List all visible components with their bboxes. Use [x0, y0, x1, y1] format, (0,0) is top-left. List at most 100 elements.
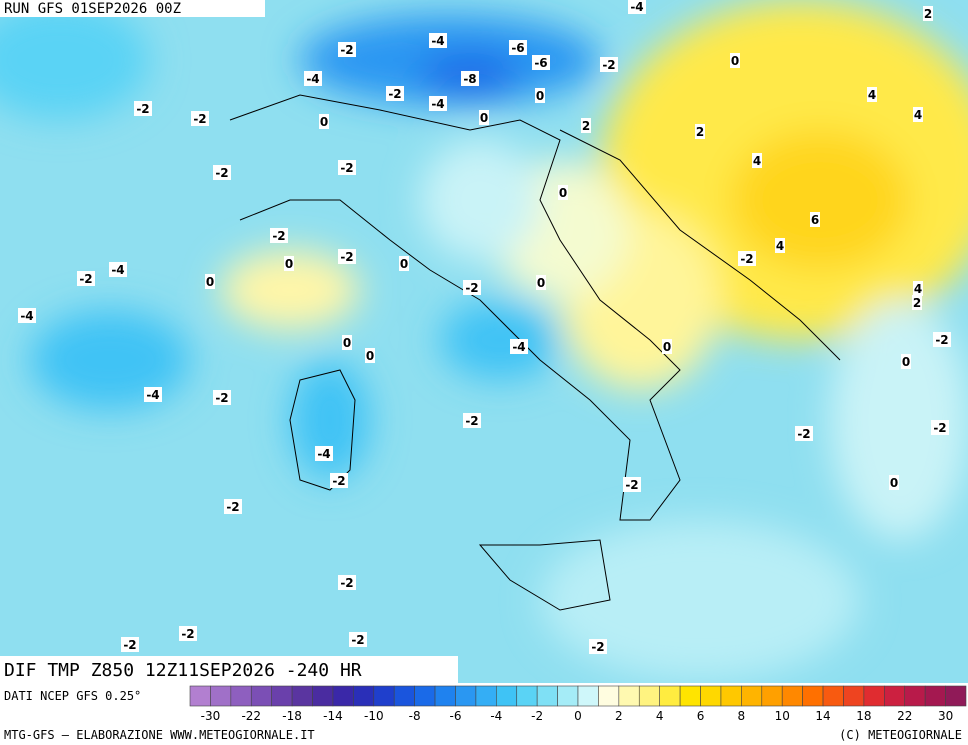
contour-label: 4	[868, 88, 876, 102]
contour-label: -6	[511, 41, 524, 55]
contour-label-bg	[338, 249, 356, 264]
colorbar-swatch	[781, 685, 803, 707]
contour-label: 0	[663, 340, 671, 354]
contour-label-bg	[867, 87, 877, 102]
colorbar-swatch	[945, 685, 967, 707]
contour-label-bg	[399, 256, 409, 271]
contour-label: -2	[340, 43, 353, 57]
contour-label: -2	[465, 414, 478, 428]
adriatic-coast	[559, 129, 841, 361]
contour-label-bg	[738, 251, 756, 266]
colorbar-swatch	[741, 685, 763, 707]
contour-label-bg	[628, 0, 646, 14]
colorbar-swatch	[332, 685, 354, 707]
contour-label: 0	[536, 89, 544, 103]
contour-label-bg	[589, 639, 607, 654]
contour-label: -2	[226, 500, 239, 514]
contour-label: -4	[431, 34, 444, 48]
contour-label-bg	[912, 295, 922, 310]
contour-label: -2	[215, 391, 228, 405]
contour-label: 0	[320, 115, 328, 129]
contour-label-bg	[730, 53, 740, 68]
contour-label-bg	[581, 118, 591, 133]
contour-label: -4	[630, 0, 643, 14]
colorbar-swatch	[659, 685, 681, 707]
contour-label: -2	[136, 102, 149, 116]
contour-label-bg	[600, 57, 618, 72]
colorbar-swatch	[577, 685, 599, 707]
contour-label-bg	[109, 262, 127, 277]
contour-label-bg	[338, 42, 356, 57]
contour-label: 4	[753, 154, 761, 168]
contour-label-bg	[752, 153, 762, 168]
colorbar-swatch	[516, 685, 538, 707]
contour-label-bg	[319, 114, 329, 129]
contour-label-bg	[315, 446, 333, 461]
contour-label: -2	[388, 87, 401, 101]
contour-label: 4	[776, 239, 784, 253]
colorbar-swatch	[679, 685, 701, 707]
colorbar-swatch	[291, 685, 313, 707]
contour-label: 0	[902, 355, 910, 369]
colorbar-swatch	[863, 685, 885, 707]
colorbar-label: 30	[938, 709, 953, 723]
contour-label-bg	[463, 413, 481, 428]
contour-label-bg	[213, 390, 231, 405]
contour-label-bg	[365, 348, 375, 363]
colorbar-swatch	[353, 685, 375, 707]
contour-label: -4	[512, 340, 525, 354]
colorbar-label: 2	[615, 709, 623, 723]
contour-label: 0	[285, 257, 293, 271]
contour-label: 2	[582, 119, 590, 133]
contour-label: -2	[272, 229, 285, 243]
footer-right: (C) METEOGIORNALE	[839, 728, 962, 742]
contour-label: -2	[332, 474, 345, 488]
contour-label-bg	[270, 228, 288, 243]
contour-label: -2	[933, 421, 946, 435]
contour-label: 0	[480, 111, 488, 125]
contour-label-bg	[429, 33, 447, 48]
colorbar-swatch	[924, 685, 946, 707]
colorbar-label: -22	[241, 709, 261, 723]
contour-label: 0	[400, 257, 408, 271]
colorbar-label: 0	[574, 709, 582, 723]
contour-label: 2	[924, 7, 932, 21]
contour-label-bg	[901, 354, 911, 369]
contour-label-bg	[18, 308, 36, 323]
colorbar-swatch	[761, 685, 783, 707]
contour-label: 0	[206, 275, 214, 289]
colorbar-label: -18	[282, 709, 302, 723]
colorbar-label: -6	[449, 709, 461, 723]
contour-label-bg	[463, 280, 481, 295]
colorbar-label: -10	[364, 709, 384, 723]
colorbar-swatch	[312, 685, 334, 707]
contour-label: -2	[340, 161, 353, 175]
contour-label: 0	[559, 186, 567, 200]
contour-label: -2	[340, 576, 353, 590]
contour-label: 0	[537, 276, 545, 290]
contour-label: -4	[431, 97, 444, 111]
contour-label-bg	[931, 420, 949, 435]
contour-label: -6	[534, 56, 547, 70]
contour-label: -2	[602, 58, 615, 72]
contour-label: -4	[306, 72, 319, 86]
colorbar-swatch	[496, 685, 518, 707]
contour-label-bg	[349, 632, 367, 647]
colorbar-swatch	[536, 685, 558, 707]
contour-label: -2	[797, 427, 810, 441]
contour-label-bg	[510, 339, 528, 354]
contour-label: -2	[935, 333, 948, 347]
colorbar-swatch	[475, 685, 497, 707]
contour-label-bg	[662, 339, 672, 354]
colorbar-swatch	[904, 685, 926, 707]
contour-label-bg	[338, 160, 356, 175]
contour-label-bg	[179, 626, 197, 641]
contour-label-bg	[429, 96, 447, 111]
contour-label: -2	[740, 252, 753, 266]
header-box	[0, 0, 265, 17]
contour-label-bg	[623, 477, 641, 492]
contour-label: -4	[317, 447, 330, 461]
colorbar-label: -8	[409, 709, 421, 723]
colorbar-label: 4	[656, 709, 664, 723]
